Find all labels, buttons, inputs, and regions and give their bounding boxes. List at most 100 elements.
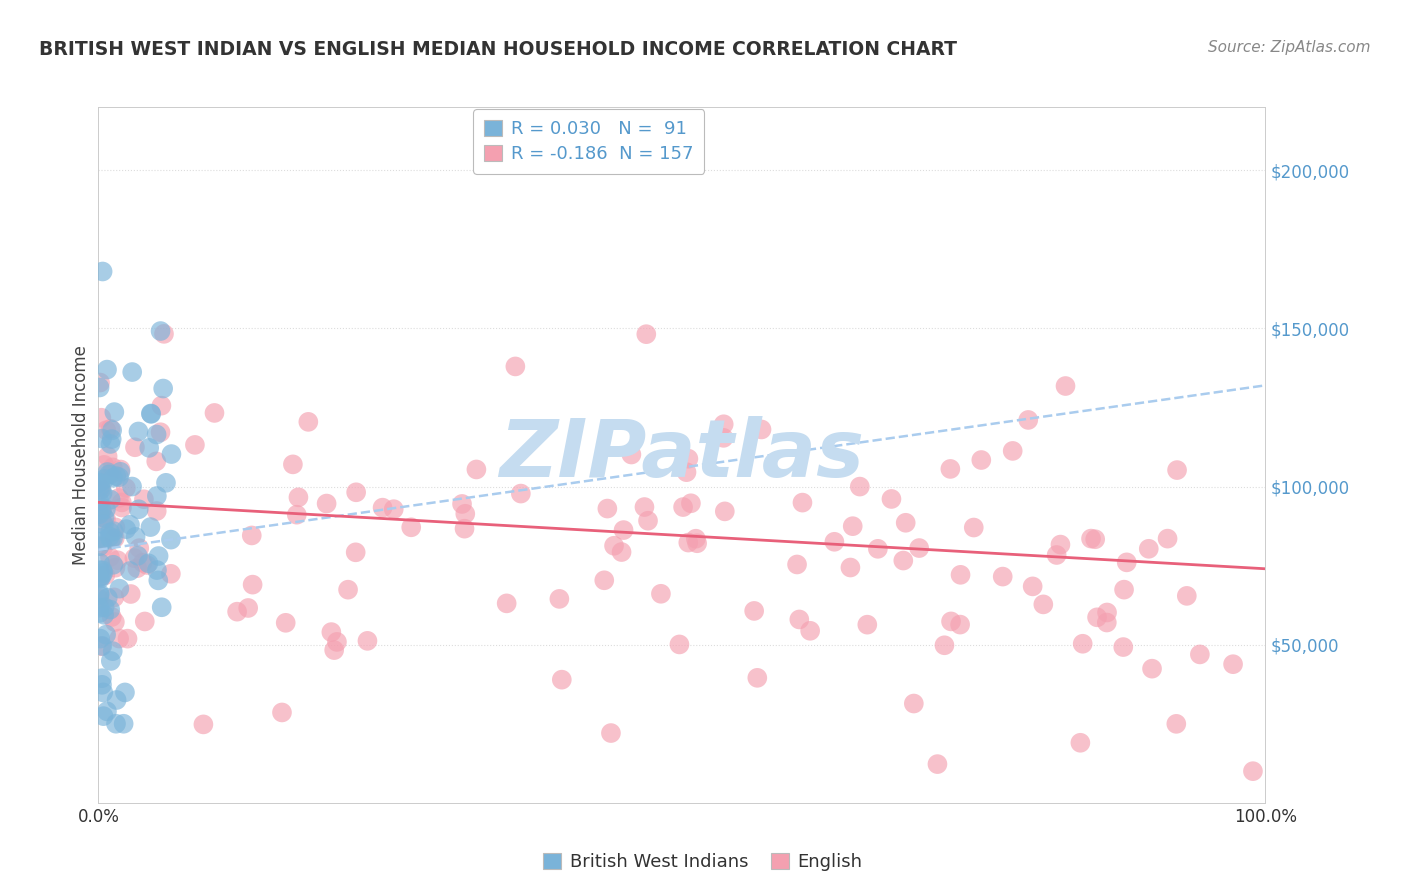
Point xyxy=(93,511,115,525)
Point xyxy=(891,553,914,567)
Point xyxy=(949,567,972,582)
Point xyxy=(593,574,616,588)
Point xyxy=(138,556,160,570)
Point xyxy=(90,569,112,583)
Point xyxy=(90,483,112,497)
Point xyxy=(675,465,697,479)
Point xyxy=(110,462,132,476)
Point xyxy=(101,610,124,624)
Point xyxy=(89,539,111,553)
Point xyxy=(713,417,735,432)
Legend: R = 0.030   N =  91, R = -0.186  N = 157: R = 0.030 N = 91, R = -0.186 N = 157 xyxy=(472,109,704,174)
Point xyxy=(97,450,120,464)
Point xyxy=(97,591,120,605)
Point xyxy=(465,462,488,476)
Point xyxy=(120,587,142,601)
Point xyxy=(856,617,879,632)
Point xyxy=(93,517,115,532)
Point xyxy=(148,574,170,588)
Point xyxy=(100,467,122,482)
Point xyxy=(132,556,155,570)
Point xyxy=(297,415,319,429)
Point xyxy=(927,757,949,772)
Point xyxy=(495,596,517,610)
Point xyxy=(141,407,163,421)
Point xyxy=(91,534,114,549)
Point xyxy=(934,638,956,652)
Point xyxy=(949,617,972,632)
Text: BRITISH WEST INDIAN VS ENGLISH MEDIAN HOUSEHOLD INCOME CORRELATION CHART: BRITISH WEST INDIAN VS ENGLISH MEDIAN HO… xyxy=(39,40,957,59)
Point xyxy=(128,502,150,516)
Point xyxy=(100,422,122,436)
Point xyxy=(271,706,294,720)
Point xyxy=(823,534,845,549)
Point xyxy=(287,491,309,505)
Point xyxy=(678,535,700,549)
Point xyxy=(242,577,264,591)
Point xyxy=(240,528,263,542)
Point xyxy=(93,540,115,554)
Point xyxy=(103,524,125,539)
Point xyxy=(551,673,574,687)
Point xyxy=(139,407,162,421)
Point xyxy=(110,465,132,479)
Point xyxy=(226,605,249,619)
Point xyxy=(114,685,136,699)
Point xyxy=(146,563,169,577)
Point xyxy=(326,635,349,649)
Point xyxy=(132,492,155,507)
Point xyxy=(93,709,115,723)
Point xyxy=(93,600,115,615)
Point xyxy=(939,615,962,629)
Point xyxy=(127,549,149,563)
Point xyxy=(399,520,422,534)
Point xyxy=(321,625,343,640)
Point xyxy=(149,324,172,338)
Point xyxy=(672,500,695,514)
Point xyxy=(1095,606,1118,620)
Point xyxy=(613,523,636,537)
Point xyxy=(184,438,207,452)
Point xyxy=(841,519,863,533)
Point xyxy=(991,569,1014,583)
Point xyxy=(650,587,672,601)
Point xyxy=(138,441,160,455)
Point xyxy=(108,491,131,505)
Point xyxy=(620,448,643,462)
Point xyxy=(148,549,170,563)
Point xyxy=(323,643,346,657)
Point xyxy=(839,560,862,574)
Point xyxy=(98,525,121,540)
Point xyxy=(160,447,183,461)
Point xyxy=(315,497,337,511)
Point xyxy=(371,500,394,515)
Point xyxy=(89,606,111,620)
Point xyxy=(103,591,125,605)
Point xyxy=(849,480,872,494)
Point xyxy=(1137,541,1160,556)
Point xyxy=(91,432,114,446)
Point xyxy=(89,556,111,570)
Point xyxy=(337,582,360,597)
Point xyxy=(124,530,146,544)
Point xyxy=(1095,615,1118,630)
Point xyxy=(344,485,367,500)
Point xyxy=(1032,598,1054,612)
Point xyxy=(89,376,111,390)
Point xyxy=(96,362,118,376)
Point xyxy=(89,475,111,490)
Point xyxy=(90,514,112,528)
Point xyxy=(89,592,111,607)
Point xyxy=(104,615,127,629)
Point xyxy=(89,600,111,615)
Point xyxy=(112,716,135,731)
Point xyxy=(89,531,111,545)
Point xyxy=(139,520,162,534)
Point xyxy=(100,533,122,547)
Point xyxy=(93,607,115,622)
Point xyxy=(104,520,127,534)
Point xyxy=(204,406,226,420)
Point xyxy=(792,495,814,509)
Point xyxy=(636,327,658,342)
Point xyxy=(152,382,174,396)
